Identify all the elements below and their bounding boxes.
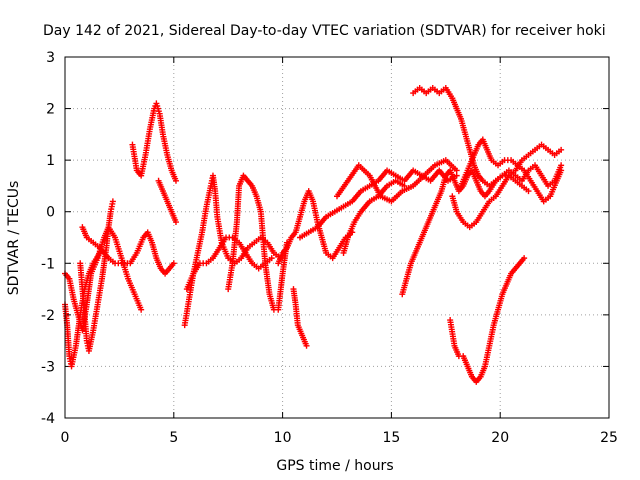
arc11-point [303,342,310,349]
x-tick-labels: 0 5 10 15 20 25 [61,430,618,446]
y-tick-label: -4 [41,411,55,427]
arc13-point [453,167,460,174]
arc06-point [172,219,179,226]
y-tick-label: 1 [46,153,55,169]
arc16-point [558,162,565,169]
x-tick-label: 25 [600,430,618,446]
data-points [62,84,565,385]
x-tick-label: 0 [61,430,70,446]
y-tick-label: 2 [46,102,55,118]
y-tick-label: -2 [41,308,55,324]
y-axis-title: SDTVAR / TECUs [6,181,22,296]
arc05-point [172,177,179,184]
y-tick-label: -3 [41,359,55,375]
arc08-point [268,255,275,262]
plot-frame [64,56,610,419]
arc15-point [525,188,532,195]
y-tick-label: 3 [46,50,55,66]
y-tick-labels: -4 -3 -2 -1 0 1 2 3 [41,50,55,427]
x-tick-label: 20 [491,430,509,446]
x-axis-title: GPS time / hours [276,458,393,474]
arc01-point [138,306,145,313]
arc14-point [401,182,408,189]
arc03-point [109,198,116,205]
arc19-point [521,255,528,262]
arc18-point [558,167,565,174]
arc17-point [558,146,565,153]
arc04-point [170,260,177,267]
arc12-point [453,172,460,179]
x-tick-label: 10 [274,430,292,446]
grid [65,57,609,418]
y-tick-label: -1 [41,256,55,272]
axis-ticks [64,56,610,419]
y-tick-label: 0 [46,205,55,221]
x-tick-label: 5 [169,430,178,446]
chart-title: Day 142 of 2021, Sidereal Day-to-day VTE… [43,23,606,39]
x-tick-label: 15 [382,430,400,446]
